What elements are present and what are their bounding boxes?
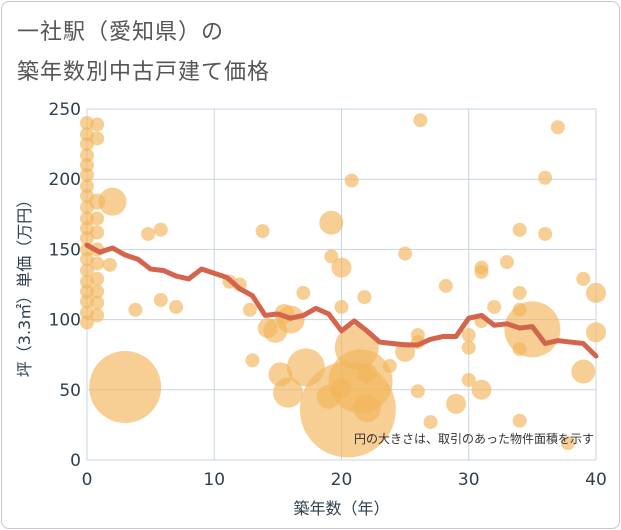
data-bubble: [461, 340, 476, 355]
y-axis-label: 坪（3.3㎡）単価（万円）: [15, 192, 34, 377]
y-tick-label: 200: [49, 170, 81, 190]
data-bubble: [80, 284, 94, 299]
data-bubble: [331, 378, 352, 399]
data-bubble: [80, 315, 94, 330]
data-bubble: [413, 113, 428, 128]
data-bubble: [438, 278, 453, 293]
x-tick-label: 10: [203, 470, 225, 490]
axis-ticks: 0 10 20 30 40 0 50 100 150 200 250: [49, 100, 607, 490]
data-bubble: [90, 295, 105, 310]
x-tick-label: 40: [585, 470, 607, 490]
data-bubble: [90, 211, 105, 226]
data-bubble: [499, 255, 514, 270]
data-bubble: [344, 173, 359, 188]
data-bubble: [538, 226, 553, 241]
data-bubble: [461, 372, 476, 387]
data-bubble: [319, 210, 344, 235]
data-bubble: [296, 285, 311, 300]
data-bubble: [512, 285, 527, 300]
y-tick-label: 100: [49, 311, 81, 331]
data-bubble: [90, 225, 105, 240]
data-bubble: [352, 394, 381, 423]
data-bubble: [80, 116, 94, 131]
data-bubble: [80, 294, 94, 309]
data-bubble: [80, 167, 94, 182]
data-bubble: [331, 257, 352, 278]
data-bubble: [255, 224, 270, 239]
data-bubble: [128, 302, 143, 317]
data-bubble: [89, 350, 162, 423]
data-bubble: [357, 290, 372, 305]
data-bubble: [471, 379, 492, 400]
y-tick-label: 0: [70, 451, 81, 471]
data-bubble: [446, 393, 467, 414]
data-bubble: [538, 170, 553, 185]
data-bubble: [141, 226, 156, 241]
data-bubble: [242, 302, 257, 317]
data-bubble: [90, 117, 105, 132]
y-tick-label: 50: [59, 381, 81, 401]
data-bubble: [561, 436, 576, 451]
size-note: 円の大きさは、取引のあった物件面積を示す: [354, 431, 594, 446]
data-bubble: [550, 120, 565, 135]
data-bubble: [98, 187, 127, 216]
data-bubble: [461, 328, 476, 343]
average-line: [84, 242, 599, 359]
data-bubble: [80, 158, 94, 173]
data-bubble: [90, 256, 105, 271]
data-bubble: [512, 413, 527, 428]
y-tick-label: 250: [49, 100, 81, 120]
data-bubble: [90, 284, 105, 299]
data-bubble: [80, 263, 94, 278]
x-tick-label: 30: [458, 470, 480, 490]
chart-title-line2: 築年数別中古戸建て価格: [17, 60, 271, 85]
data-bubble: [153, 222, 168, 237]
data-bubble: [382, 358, 397, 373]
data-bubble: [273, 377, 304, 408]
chart-title-line1: 一社駅（愛知県）の: [17, 20, 225, 45]
data-bubble: [90, 271, 105, 286]
data-bubble: [80, 179, 94, 194]
x-tick-label: 20: [331, 470, 353, 490]
data-bubble: [586, 282, 606, 303]
data-bubble: [80, 148, 94, 163]
y-tick-label: 150: [49, 240, 81, 260]
data-bubble: [398, 246, 413, 261]
data-bubble: [90, 308, 105, 323]
data-bubble: [410, 384, 425, 399]
data-bubble: [487, 299, 502, 314]
bubbles: [80, 113, 606, 458]
data-bubble: [80, 137, 94, 152]
x-tick-label: 0: [82, 470, 93, 490]
data-bubble: [576, 271, 591, 286]
x-axis-label: 築年数（年）: [293, 499, 389, 518]
data-bubble: [153, 292, 168, 307]
data-bubble: [356, 362, 377, 383]
data-bubble: [245, 353, 260, 368]
data-bubble: [102, 257, 117, 272]
data-bubble: [571, 359, 596, 384]
data-bubble: [324, 249, 339, 264]
data-bubble: [334, 299, 349, 314]
data-bubble: [423, 415, 438, 430]
data-bubble: [90, 131, 105, 146]
data-bubble: [586, 322, 606, 343]
data-bubble: [80, 211, 94, 226]
data-bubble: [169, 299, 184, 314]
data-bubble: [474, 260, 489, 275]
data-bubble: [80, 231, 94, 246]
data-bubble: [512, 222, 527, 237]
